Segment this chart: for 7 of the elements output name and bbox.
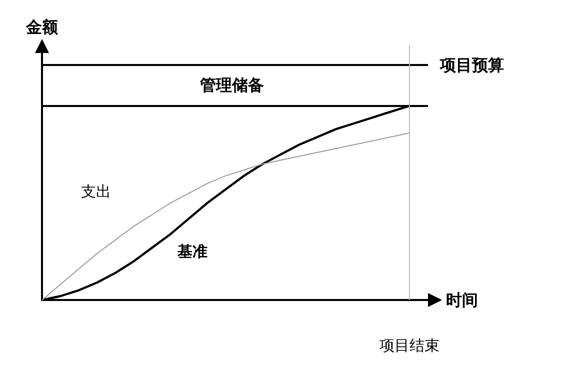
x-axis-title: 时间	[446, 290, 478, 310]
y-axis-title: 金额	[25, 18, 59, 36]
ref-line-label: 项目预算	[439, 55, 504, 74]
series-label: 基准	[176, 242, 208, 260]
text: 项目结束	[380, 336, 440, 354]
text: 管理储备	[199, 76, 264, 94]
text: 支出	[80, 182, 111, 201]
